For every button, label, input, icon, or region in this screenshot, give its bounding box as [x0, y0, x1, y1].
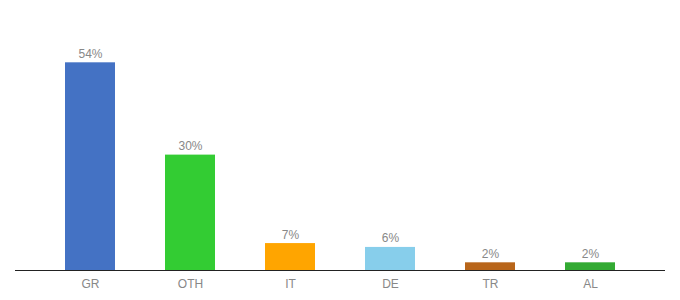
svg-text:OTH: OTH — [178, 277, 203, 291]
svg-text:54%: 54% — [78, 47, 102, 61]
svg-text:2%: 2% — [482, 247, 500, 261]
svg-text:DE: DE — [382, 277, 399, 291]
svg-text:GR: GR — [82, 277, 100, 291]
svg-text:2%: 2% — [582, 247, 600, 261]
svg-text:IT: IT — [285, 277, 296, 291]
svg-text:6%: 6% — [382, 231, 400, 245]
svg-text:30%: 30% — [178, 139, 202, 153]
svg-text:AL: AL — [583, 277, 598, 291]
svg-text:TR: TR — [483, 277, 499, 291]
svg-text:7%: 7% — [282, 228, 300, 242]
